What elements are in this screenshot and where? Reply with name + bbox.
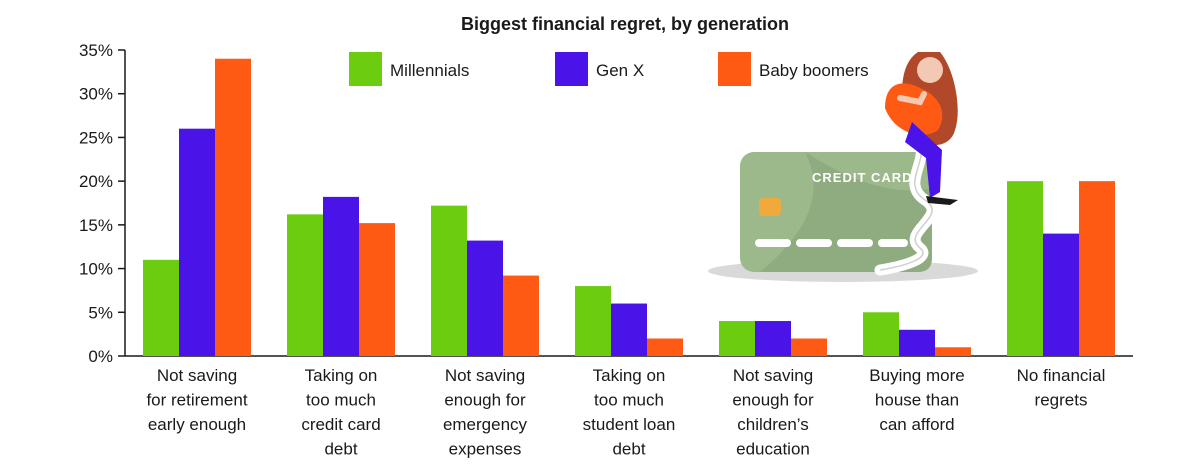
bar-millennials [1007, 181, 1043, 356]
y-tick-label: 10% [79, 260, 113, 279]
bar-millennials [863, 312, 899, 356]
bar-baby-boomers [647, 338, 683, 356]
bar-millennials [719, 321, 755, 356]
x-category-label: Not saving enough for emergency expenses [443, 366, 528, 459]
bar-baby-boomers [935, 347, 971, 356]
receipt-ribbon-icon [874, 124, 938, 276]
y-tick-label: 0% [88, 347, 113, 366]
bar-gen-x [611, 303, 647, 356]
x-category-label: Not saving enough for children’s education [732, 366, 814, 459]
bar-millennials [143, 259, 179, 356]
bar-baby-boomers [503, 275, 539, 356]
bars [143, 58, 1115, 356]
x-category-label: Buying more house than can afford [869, 366, 964, 434]
x-category-label: Taking on too much student loan debt [583, 366, 676, 459]
x-category-label: Taking on too much credit card debt [301, 366, 380, 459]
legend-swatch [555, 52, 588, 86]
bar-gen-x [179, 128, 215, 356]
legend-label: Baby boomers [759, 61, 869, 80]
bar-gen-x [467, 240, 503, 356]
bar-baby-boomers [215, 58, 251, 356]
bar-millennials [431, 205, 467, 356]
credit-card-label: CREDIT CARD [812, 170, 913, 185]
chart-title: Biggest financial regret, by generation [461, 14, 789, 34]
woman-figure-icon [885, 52, 958, 205]
legend-swatch [349, 52, 382, 86]
legend: Millennials Gen X Baby boomers [349, 52, 869, 86]
y-tick-label: 30% [79, 85, 113, 104]
bar-gen-x [323, 196, 359, 356]
y-tick-label: 25% [79, 128, 113, 147]
y-tick-label: 15% [79, 216, 113, 235]
bar-baby-boomers [791, 338, 827, 356]
bar-gen-x [1043, 233, 1079, 356]
legend-label: Millennials [390, 61, 469, 80]
y-tick-label: 5% [88, 303, 113, 322]
x-axis-labels: Not saving for retirement early enough Taki… [146, 366, 1105, 459]
x-category-label: Not saving for retirement early enough [146, 366, 247, 434]
y-tick-label: 20% [79, 172, 113, 191]
bar-gen-x [899, 329, 935, 356]
legend-swatch [718, 52, 751, 86]
credit-card-icon: CREDIT CARD [740, 152, 932, 272]
bar-baby-boomers [1079, 181, 1115, 356]
x-category-label: No financial regrets [1017, 366, 1106, 410]
bar-baby-boomers [359, 223, 395, 356]
bar-millennials [287, 214, 323, 356]
bar-gen-x [755, 321, 791, 356]
y-tick-label: 35% [79, 41, 113, 60]
bar-millennials [575, 286, 611, 356]
legend-label: Gen X [596, 61, 644, 80]
credit-card-woman-illustration: CREDIT CARD [708, 52, 978, 282]
